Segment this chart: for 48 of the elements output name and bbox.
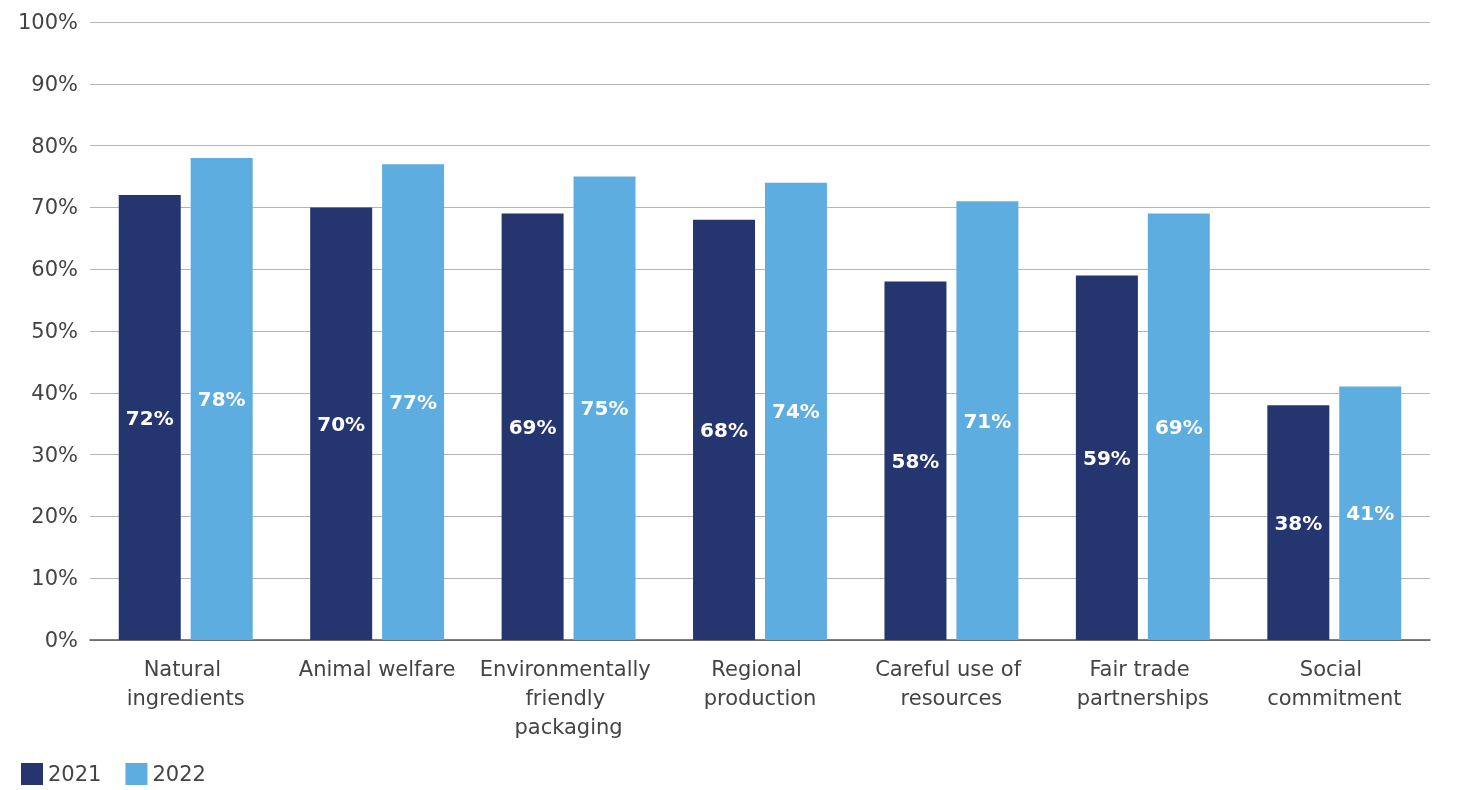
x-tick-label: Environmentally friendly packaging — [479, 656, 658, 739]
data-label: 69% — [508, 414, 557, 439]
bar — [764, 182, 827, 640]
data-label: 74% — [772, 399, 820, 424]
bar — [501, 213, 564, 640]
y-tick-label: 10% — [31, 566, 78, 591]
bar — [1147, 213, 1210, 640]
y-tick-label: 80% — [31, 133, 78, 158]
bar — [884, 281, 947, 640]
y-tick-label: 70% — [31, 195, 78, 220]
legend-label: 2022 — [152, 762, 206, 786]
y-tick-label: 60% — [31, 257, 78, 282]
y-tick-label: 30% — [31, 442, 78, 467]
data-label: 78% — [197, 386, 246, 411]
x-tick-label: Fair trade partnerships — [1076, 656, 1210, 710]
y-tick-label: 40% — [31, 380, 78, 405]
y-tick-label: 90% — [31, 71, 78, 96]
bar — [693, 219, 756, 640]
data-label: 38% — [1274, 510, 1323, 535]
bar — [573, 176, 636, 640]
y-tick-label: 100% — [17, 10, 78, 34]
x-tick-label: Regional production — [703, 656, 817, 710]
data-label: 69% — [1154, 414, 1203, 439]
legend-label: 2021 — [48, 762, 102, 786]
data-label: 72% — [125, 405, 174, 430]
bar — [118, 195, 181, 640]
y-tick-label: 0% — [44, 628, 78, 652]
data-label: 68% — [700, 417, 748, 442]
y-tick-label: 20% — [31, 504, 78, 529]
bar — [1267, 405, 1330, 640]
bar — [1075, 275, 1138, 640]
x-tick-label: Social commitment — [1267, 656, 1402, 710]
x-tick-label: Natural ingredients — [126, 656, 245, 710]
bar — [310, 207, 373, 640]
data-label: 41% — [1346, 501, 1395, 526]
data-label: 70% — [317, 411, 366, 436]
y-tick-label: 50% — [31, 319, 78, 343]
data-label: 77% — [389, 390, 438, 415]
bar — [382, 164, 445, 640]
x-tick-label: Careful use of resources — [875, 656, 1028, 710]
data-label: 59% — [1082, 445, 1131, 470]
bar — [956, 201, 1019, 640]
x-tick-label: Animal welfare — [298, 656, 456, 681]
data-label: 75% — [580, 396, 629, 421]
bar — [190, 157, 253, 640]
bar — [1339, 386, 1402, 640]
data-label: 71% — [963, 408, 1012, 433]
data-label: 58% — [891, 448, 940, 473]
